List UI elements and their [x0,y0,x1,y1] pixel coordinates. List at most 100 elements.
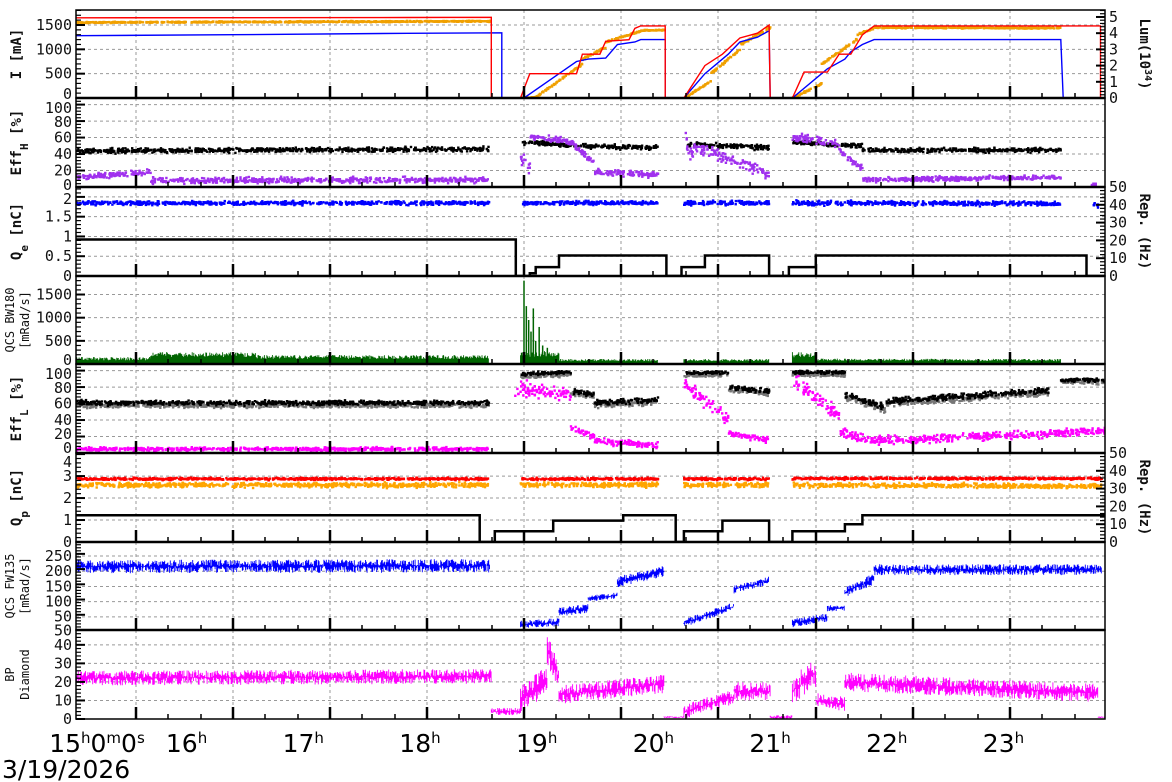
effh-purple-point [1002,176,1005,179]
effh-black-point [209,147,212,151]
effh-purple-point [1037,176,1040,180]
current-orange-point [623,34,626,38]
current-orange-point [756,32,759,36]
current-orange-point [589,54,592,57]
effh-black-point [305,147,308,150]
effh-purple-point [922,178,926,181]
effh-black-point [926,151,929,154]
current-orange-point [741,43,745,46]
effh-purple-point [101,173,104,177]
effh-purple-point [1058,176,1061,179]
effh-purple-point [640,170,643,173]
current-orange-point [738,48,742,52]
effh-purple-point [189,179,192,182]
effh-black-point [1046,149,1049,153]
qe-blue-point [194,203,197,206]
effh-purple-point [706,148,709,151]
effh-purple-point [646,173,649,176]
effh-black-point [409,145,413,149]
effh-purple-point [268,180,271,183]
effh-purple-point [616,171,619,174]
effh-purple-point [586,156,589,159]
effh-black-point [306,150,309,153]
qe-blue-point [183,200,186,204]
effh-black-point [919,149,922,152]
current-orange-point [930,26,933,29]
effh-black-point [929,149,933,152]
current-orange-point [868,28,872,32]
effh-purple-point [520,157,523,161]
effh-purple-point [878,179,881,182]
effh-black-point [718,143,721,147]
effh-black-point [438,147,441,150]
effh-purple-point [181,180,184,183]
current-orange-point [642,29,646,32]
current-orange-point [355,20,359,23]
effh-purple-point [753,166,756,169]
effh-purple-point [620,170,623,174]
effh-purple-point [204,179,207,182]
effh-black-point [988,149,991,152]
effh-black-point [952,148,955,152]
effh-black-point [874,149,877,153]
current-orange-point [724,60,728,63]
effh-black-point [297,147,301,151]
effh-purple-point [527,172,531,175]
effh-black-point [170,150,173,153]
effh-purple-point [103,173,106,176]
effh-purple-point [816,135,819,138]
effh-purple-point [190,180,194,183]
effh-purple-point [192,181,195,184]
current-orange-point [190,21,194,24]
current-orange-point [421,20,424,23]
effh-black-point [922,150,925,154]
effh-purple-point [523,158,526,162]
effh-purple-point [151,181,154,185]
effh-purple-point [306,179,309,182]
current-orange-point [817,84,820,87]
effh-purple-point [707,154,711,157]
effh-black-point [523,143,526,147]
effh-black-point [440,146,444,149]
effh-purple-point [574,145,578,148]
current-orange-point [284,20,288,23]
current-orange-point [201,21,204,24]
effh-purple-point [211,181,215,184]
effh-black-point [856,143,860,147]
effh-black-point [154,149,157,153]
effh-purple-point [382,177,386,180]
effh-black-point [331,149,334,153]
effh-purple-point [600,171,603,174]
effh-black-point [620,146,624,149]
effh-black-point [194,150,197,154]
qe-blue-point [447,203,451,206]
effh-purple-point [887,179,890,183]
effh-black-point [1008,148,1011,152]
current-orange-point [538,94,541,97]
current-orange-point [236,20,240,24]
current-orange-point [336,21,339,24]
effh-black-point [355,148,359,152]
current-orange-point [574,67,577,70]
effh-purple-point [898,178,901,182]
current-orange-point [994,27,997,30]
effh-black-point [86,150,90,154]
effh-black-point [350,150,354,153]
qe-blue-point [375,200,378,204]
current-orange-point [207,21,210,24]
current-orange-point [936,26,939,29]
current-orange-point [633,32,636,35]
effh-purple-point [200,176,204,180]
effh-purple-point [608,170,611,174]
effh-purple-point [868,179,872,183]
effh-purple-point [179,177,182,180]
series-group [76,199,1105,276]
effh-purple-point [1029,178,1032,181]
effh-black-point [1005,148,1008,151]
current-orange-point [447,20,450,23]
effh-purple-point [617,169,620,172]
qe-blue-point [322,201,325,204]
effh-purple-point [637,174,641,178]
effh-purple-point [388,177,391,180]
